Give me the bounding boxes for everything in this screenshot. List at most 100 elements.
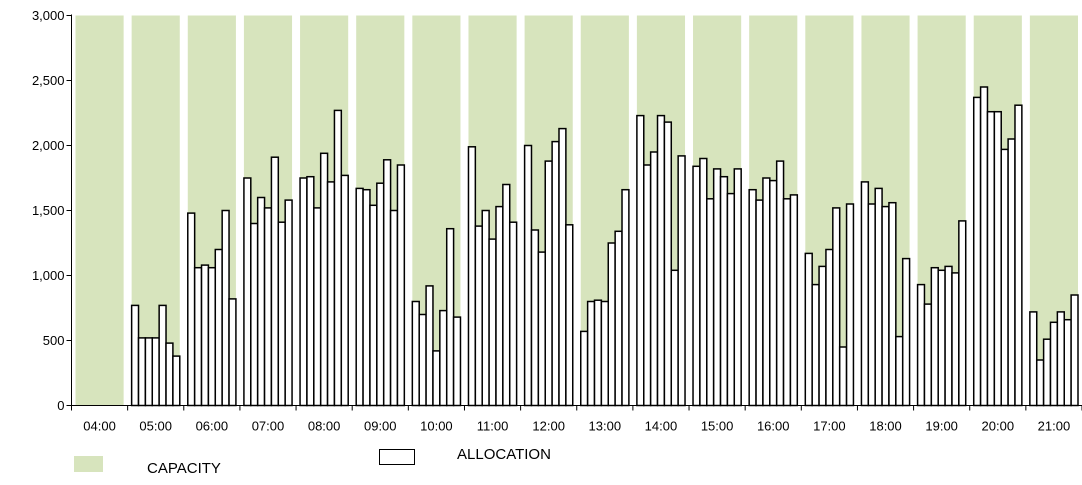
allocation-bar-06:00-2 — [193, 266, 203, 407]
allocation-bar-13:00-2 — [586, 300, 596, 407]
allocation-bar-18:00-6 — [895, 335, 904, 407]
y-tick-label-2: 1,000 — [32, 268, 65, 283]
allocation-bar-10:00-6 — [445, 227, 455, 407]
x-tick-label-10:00: 10:00 — [420, 419, 453, 434]
y-tick-label-5: 2,500 — [32, 73, 65, 88]
allocation-bar-08:00-4 — [319, 152, 329, 407]
x-tick-label-20:00: 20:00 — [982, 419, 1015, 434]
allocation-bar-11:00-7 — [508, 221, 518, 407]
x-tick-label-05:00: 05:00 — [139, 419, 172, 434]
allocation-bar-13:00-4 — [600, 300, 610, 407]
y-tick-label-4: 2,000 — [32, 138, 65, 153]
allocation-bar-05:00-5 — [158, 304, 167, 407]
allocation-bar-08:00-7 — [340, 174, 349, 407]
allocation-bar-12:00-7 — [565, 224, 574, 407]
allocation-bar-21:00-3 — [1042, 338, 1052, 407]
allocation-bar-18:00-1 — [860, 181, 870, 407]
x-tick-labels: 04:00 05:00 06:00 07:00 08:00 09:00 10:00 11:00… — [83, 419, 1070, 434]
allocation-bars — [130, 86, 1079, 407]
allocation-bar-11:00-1 — [467, 146, 477, 407]
x-tick-label-14:00: 14:00 — [645, 419, 678, 434]
allocation-bar-05:00-6 — [165, 342, 174, 407]
legend-capacity: CAPACITY — [74, 452, 221, 477]
allocation-bar-07:00-3 — [256, 196, 266, 407]
capacity-band-04:00 — [75, 15, 124, 406]
y-tick-label-3: 1,500 — [32, 203, 65, 218]
allocation-bar-20:00-3 — [986, 110, 996, 407]
allocation-bar-10:00-2 — [418, 313, 427, 407]
allocation-bar-21:00-7 — [1070, 294, 1079, 407]
allocation-bar-18:00-5 — [888, 201, 897, 407]
y-tick-labels: 0 500 1,000 1,500 2,000 2,500 3,000 — [32, 8, 65, 413]
allocation-bar-13:00-7 — [621, 188, 630, 407]
allocation-bar-16:00-7 — [789, 194, 799, 407]
allocation-bar-16:00-5 — [775, 160, 785, 407]
allocation-bar-09:00-5 — [382, 159, 392, 407]
x-tick-label-06:00: 06:00 — [196, 419, 229, 434]
y-tick-label-1: 500 — [43, 333, 65, 348]
allocation-bar-19:00-5 — [944, 265, 953, 407]
allocation-bar-08:00-3 — [313, 207, 322, 407]
x-tick-label-19:00: 19:00 — [925, 419, 958, 434]
allocation-bar-07:00-2 — [250, 222, 259, 407]
allocation-bar-18:00-2 — [867, 203, 876, 407]
allocation-bar-17:00-4 — [825, 248, 834, 407]
allocation-bar-17:00-6 — [838, 346, 848, 407]
allocation-bar-13:00-5 — [607, 242, 616, 407]
allocation-bar-16:00-4 — [769, 179, 778, 407]
allocation-bar-06:00-4 — [207, 266, 217, 407]
allocation-bar-12:00-5 — [551, 140, 560, 407]
allocation-bar-15:00-7 — [733, 168, 742, 407]
allocation-bar-20:00-2 — [979, 86, 989, 407]
legend-label-capacity: CAPACITY — [147, 460, 221, 477]
allocation-bar-21:00-5 — [1056, 311, 1065, 407]
allocation-bar-16:00-3 — [762, 177, 771, 407]
allocation-bar-10:00-5 — [439, 309, 448, 407]
legend-allocation: ALLOCATION — [379, 446, 551, 476]
x-tick-label-15:00: 15:00 — [701, 419, 734, 434]
allocation-bar-09:00-7 — [396, 164, 406, 407]
allocation-bar-17:00-3 — [818, 265, 827, 407]
allocation-bar-19:00-4 — [937, 269, 946, 407]
y-tick-label-0: 0 — [57, 398, 64, 413]
allocation-bar-07:00-6 — [277, 221, 286, 407]
axes — [66, 14, 1082, 411]
allocation-bar-21:00-1 — [1029, 311, 1038, 407]
allocation-bar-19:00-3 — [930, 266, 939, 407]
allocation-bar-12:00-4 — [544, 160, 553, 407]
x-tick-label-07:00: 07:00 — [252, 419, 285, 434]
x-tick-label-08:00: 08:00 — [308, 419, 341, 434]
allocation-bar-09:00-1 — [355, 187, 364, 407]
allocation-bar-14:00-1 — [636, 114, 645, 407]
x-tick-label-09:00: 09:00 — [364, 419, 397, 434]
allocation-bar-10:00-7 — [452, 316, 462, 407]
allocation-bar-07:00-4 — [263, 207, 273, 407]
allocation-bar-05:00-7 — [172, 355, 181, 407]
allocation-bar-14:00-5 — [663, 121, 673, 407]
allocation-bar-17:00-7 — [845, 203, 855, 407]
allocation-bar-05:00-1 — [130, 304, 140, 407]
legend-swatch-capacity — [74, 456, 103, 472]
allocation-bar-17:00-5 — [832, 207, 841, 407]
allocation-bar-15:00-2 — [699, 157, 708, 407]
allocation-bar-10:00-3 — [425, 285, 434, 407]
allocation-bar-20:00-7 — [1014, 104, 1023, 407]
allocation-bar-15:00-6 — [726, 192, 736, 407]
allocation-bar-09:00-4 — [376, 182, 385, 407]
allocation-bar-05:00-2 — [137, 337, 147, 407]
allocation-bar-20:00-1 — [972, 96, 982, 407]
allocation-bar-14:00-6 — [670, 269, 679, 407]
allocation-bar-11:00-4 — [488, 238, 497, 407]
allocation-bar-21:00-6 — [1063, 318, 1072, 407]
allocation-bar-06:00-7 — [228, 298, 237, 407]
allocation-bar-20:00-4 — [993, 110, 1002, 407]
allocation-bar-18:00-4 — [881, 205, 890, 407]
allocation-bar-11:00-2 — [474, 225, 483, 407]
allocation-bar-08:00-6 — [333, 109, 343, 407]
allocation-bar-21:00-2 — [1035, 359, 1045, 407]
allocation-bar-21:00-4 — [1049, 321, 1059, 407]
x-tick-label-17:00: 17:00 — [813, 419, 846, 434]
allocation-bar-05:00-3 — [144, 337, 154, 407]
allocation-bar-20:00-5 — [1000, 148, 1009, 407]
allocation-bar-18:00-3 — [874, 187, 883, 407]
